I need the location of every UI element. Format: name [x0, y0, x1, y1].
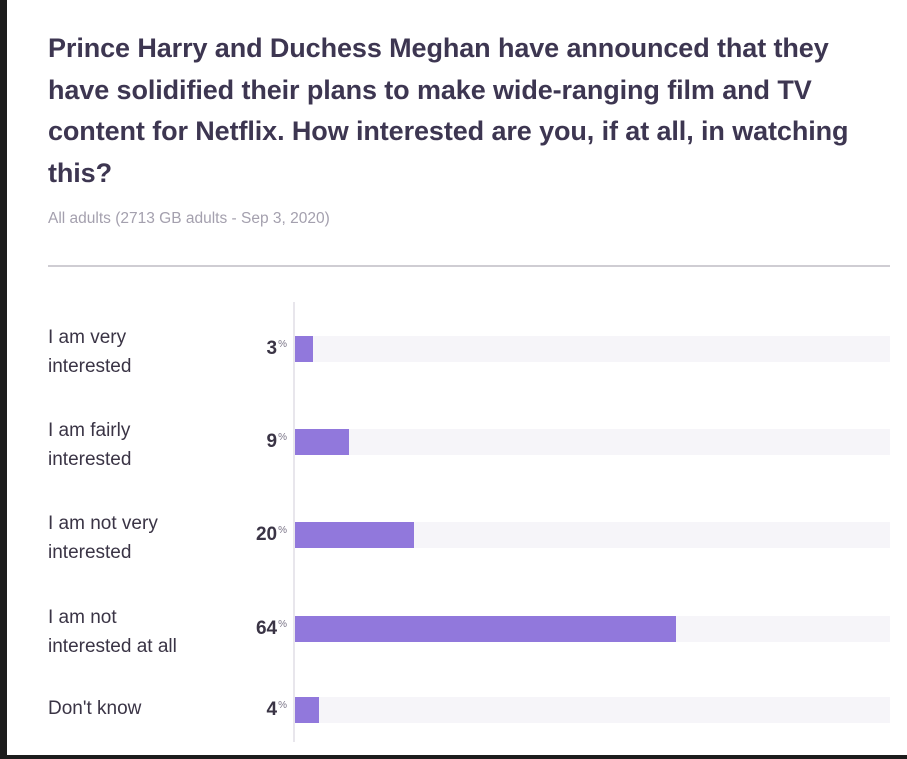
category-label: I am not interested at all [48, 607, 177, 657]
chart-title: Prince Harry and Duchess Meghan have ann… [48, 33, 849, 188]
data-label: 9% [266, 431, 287, 452]
category-label: I am not very interested [48, 513, 158, 563]
data-label: 64% [255, 618, 287, 639]
percent-sign: % [278, 524, 287, 536]
category-label: I am very interested [48, 327, 132, 377]
bar [295, 522, 414, 548]
chart-subtitle: All adults (2713 GB adults - Sep 3, 2020… [48, 210, 330, 227]
category-label: I am fairly interested [48, 420, 132, 470]
data-label: 3% [266, 338, 287, 359]
bar-track [295, 697, 890, 723]
percent-sign: % [278, 431, 287, 443]
bar [295, 429, 349, 455]
window-frame-left [0, 0, 7, 759]
header-divider [48, 265, 890, 267]
data-label: 4% [266, 699, 287, 720]
category-label: Don't know [48, 698, 142, 719]
percent-sign: % [278, 618, 287, 630]
bar [295, 697, 319, 723]
bar [295, 616, 676, 642]
bar [295, 336, 313, 362]
chart-axis-line [293, 302, 295, 742]
bar-track [295, 429, 890, 455]
data-label: 20% [255, 524, 287, 545]
window-frame-bottom [0, 755, 907, 759]
percent-sign: % [278, 699, 287, 711]
bar-track [295, 336, 890, 362]
percent-sign: % [278, 338, 287, 350]
